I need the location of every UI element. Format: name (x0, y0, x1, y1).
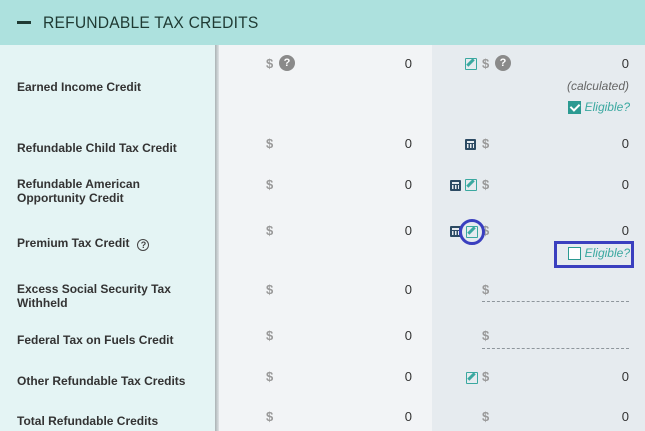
col1-amount[interactable]: 0 (404, 223, 412, 238)
eligible-checkbox-premium-tax-credit[interactable]: Eligible? (567, 246, 630, 260)
dollar-sign: $ (482, 409, 490, 424)
excess-ss-tax-input[interactable] (482, 301, 629, 302)
highlight-circle-annotation (459, 219, 485, 245)
checkbox-unchecked[interactable] (567, 246, 581, 260)
dollar-sign: $ (482, 328, 490, 343)
dollar-sign: $ (266, 177, 274, 192)
dollar-sign: $ (482, 56, 490, 71)
help-icon[interactable]: ? (495, 55, 511, 71)
col1-amount[interactable]: 0 (404, 177, 412, 192)
col2-amount[interactable]: 0 (621, 177, 629, 192)
label-column (0, 45, 215, 431)
dollar-sign: $ (482, 282, 490, 297)
edit-icon[interactable] (466, 372, 478, 384)
minus-icon[interactable] (17, 21, 31, 24)
edit-icon[interactable] (465, 58, 477, 70)
dollar-sign: $ (266, 369, 274, 384)
column-divider (215, 45, 219, 431)
checkbox-checked[interactable] (567, 100, 581, 114)
col1-amount[interactable]: 0 (404, 369, 412, 384)
col2-amount[interactable]: 0 (621, 369, 629, 384)
dollar-sign: $ (482, 177, 490, 192)
dollar-sign: $ (266, 136, 274, 151)
row-label-other-refundable-tax-credits: Other Refundable Tax Credits (17, 374, 186, 388)
row-label-total-refundable-credits: Total Refundable Credits (17, 414, 159, 428)
col1-amount: 0 (404, 409, 412, 424)
dollar-sign: $ (266, 56, 274, 71)
col1-amount[interactable]: 0 (404, 56, 412, 71)
dollar-sign: $ (266, 328, 274, 343)
col2-amount[interactable]: 0 (621, 56, 629, 71)
eligible-label: Eligible? (584, 246, 630, 260)
col2-amount[interactable]: 0 (621, 223, 629, 238)
dollar-sign: $ (482, 369, 490, 384)
row-label-premium-tax-credit: Premium Tax Credit? (17, 236, 207, 251)
row-label-earned-income-credit: Earned Income Credit (17, 80, 142, 94)
col2-amount[interactable]: 0 (621, 136, 629, 151)
dollar-sign: $ (266, 223, 274, 238)
calculator-icon[interactable] (450, 226, 461, 237)
row-label-refundable-american-opportunity-credit: Refundable American Opportunity Credit (17, 177, 140, 205)
dollar-sign: $ (482, 223, 490, 238)
help-circle-icon[interactable]: ? (137, 239, 150, 251)
row-label-federal-tax-on-fuels-credit: Federal Tax on Fuels Credit (17, 333, 174, 347)
col2-amount: 0 (621, 409, 629, 424)
section-header-refundable-tax-credits[interactable]: REFUNDABLE TAX CREDITS (0, 0, 645, 45)
calculated-note: (calculated) (566, 79, 629, 93)
dollar-sign: $ (482, 136, 490, 151)
section-title: REFUNDABLE TAX CREDITS (43, 12, 259, 32)
col1-amount[interactable]: 0 (404, 282, 412, 297)
calculator-icon[interactable] (450, 180, 461, 191)
column-1 (219, 45, 432, 431)
highlight-box-annotation (554, 241, 634, 268)
eligible-label: Eligible? (584, 100, 630, 114)
dollar-sign: $ (266, 409, 274, 424)
premium-tax-credit-label: Premium Tax Credit (17, 236, 130, 250)
col1-amount[interactable]: 0 (404, 328, 412, 343)
calculator-icon[interactable] (465, 139, 476, 150)
edit-icon[interactable] (465, 179, 477, 191)
dollar-sign: $ (266, 282, 274, 297)
help-icon[interactable]: ? (279, 55, 295, 71)
col1-amount[interactable]: 0 (404, 136, 412, 151)
row-label-refundable-child-tax-credit: Refundable Child Tax Credit (17, 141, 177, 155)
eligible-checkbox-earned-income[interactable]: Eligible? (567, 100, 630, 114)
fuels-credit-input[interactable] (482, 348, 629, 349)
row-label-excess-social-security-tax-withheld: Excess Social Security Tax Withheld (17, 282, 171, 310)
